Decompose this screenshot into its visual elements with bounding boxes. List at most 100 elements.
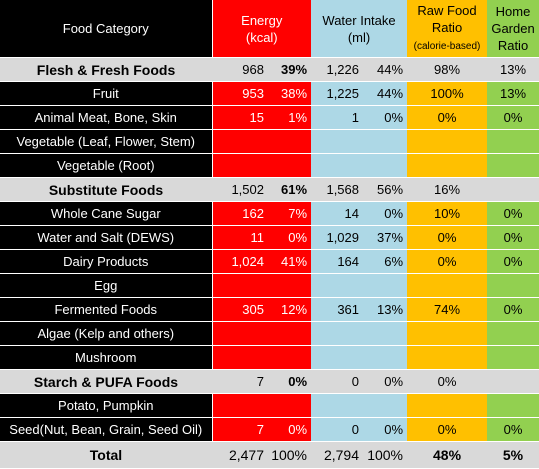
water-percent-cell: 13% — [363, 297, 408, 322]
category-cell: Substitute Foods — [0, 177, 212, 202]
water-value-cell: 14 — [311, 201, 364, 226]
table-row: Dairy Products 1,024 41% 164 6% 0% 0% — [0, 249, 539, 274]
water-value-cell: 1,568 — [311, 177, 364, 202]
energy-value-cell: 11 — [212, 225, 268, 250]
home-garden-ratio-cell — [487, 321, 539, 346]
water-value-cell — [311, 345, 364, 370]
raw-food-ratio-cell: 74% — [407, 297, 488, 322]
water-value-cell — [311, 273, 364, 298]
raw-food-ratio-cell: 0% — [407, 417, 488, 442]
home-garden-ratio-cell — [487, 393, 539, 418]
table-row: Water and Salt (DEWS) 11 0% 1,029 37% 0% 0% — [0, 225, 539, 250]
water-percent-cell: 37% — [363, 225, 408, 250]
water-percent-cell — [363, 345, 408, 370]
water-value-cell — [311, 153, 364, 178]
water-percent-cell — [363, 153, 408, 178]
energy-percent-cell: 100% — [268, 441, 312, 469]
header-raw-line1: Raw Food — [417, 3, 477, 18]
table-row: Vegetable (Root) — [0, 153, 539, 178]
header-water-unit: (ml) — [347, 29, 371, 45]
table-row: Whole Cane Sugar 162 7% 14 0% 10% 0% — [0, 201, 539, 226]
home-garden-ratio-cell — [487, 345, 539, 370]
water-value-cell: 0 — [311, 369, 364, 394]
energy-value-cell — [212, 129, 268, 154]
category-cell: Flesh & Fresh Foods — [0, 57, 212, 82]
home-garden-ratio-cell: 0% — [487, 105, 539, 130]
home-garden-ratio-cell: 0% — [487, 225, 539, 250]
energy-value-cell — [212, 273, 268, 298]
energy-percent-cell — [268, 129, 312, 154]
energy-percent-cell: 38% — [268, 81, 312, 106]
water-percent-cell: 0% — [363, 201, 408, 226]
energy-percent-cell: 0% — [268, 417, 312, 442]
energy-percent-cell: 41% — [268, 249, 312, 274]
table-body: Flesh & Fresh Foods 968 39% 1,226 44% 98% 13% F… — [0, 57, 539, 469]
raw-food-ratio-cell — [407, 345, 488, 370]
energy-percent-cell: 0% — [268, 369, 312, 394]
raw-food-ratio-cell: 48% — [407, 441, 488, 469]
water-percent-cell — [363, 273, 408, 298]
header-garden-line3: Ratio — [497, 38, 529, 53]
raw-food-ratio-cell: 16% — [407, 177, 488, 202]
category-cell: Dairy Products — [0, 249, 213, 274]
water-percent-cell — [363, 393, 408, 418]
home-garden-ratio-cell: 0% — [487, 249, 539, 274]
energy-percent-cell: 12% — [268, 297, 312, 322]
water-value-cell: 164 — [311, 249, 364, 274]
category-cell: Vegetable (Leaf, Flower, Stem) — [0, 129, 213, 154]
category-cell: Seed(Nut, Bean, Grain, Seed Oil) — [0, 417, 213, 442]
raw-food-ratio-cell — [407, 393, 488, 418]
water-value-cell: 2,794 — [311, 441, 364, 469]
raw-food-ratio-cell — [407, 273, 488, 298]
water-percent-cell — [363, 129, 408, 154]
category-cell: Starch & PUFA Foods — [0, 369, 212, 394]
header-energy-unit: (kcal) — [245, 29, 278, 45]
energy-percent-cell: 7% — [268, 201, 312, 226]
table-row: Vegetable (Leaf, Flower, Stem) — [0, 129, 539, 154]
header-food-category: Food Category — [0, 0, 213, 58]
header-raw-line2: Ratio — [431, 20, 463, 35]
energy-percent-cell: 0% — [268, 225, 312, 250]
header-raw-food-ratio: Raw Food Ratio (calorie-based) — [407, 0, 488, 58]
raw-food-ratio-cell — [407, 153, 488, 178]
header-water-label: Water Intake — [322, 12, 396, 28]
energy-value-cell: 1,024 — [212, 249, 268, 274]
energy-percent-cell — [268, 345, 312, 370]
section-row: Starch & PUFA Foods 7 0% 0 0% 0% — [0, 369, 539, 394]
home-garden-ratio-cell: 0% — [487, 297, 539, 322]
header-raw-line3: (calorie-based) — [413, 41, 481, 52]
energy-value-cell: 7 — [212, 417, 268, 442]
category-cell: Whole Cane Sugar — [0, 201, 213, 226]
raw-food-ratio-cell — [407, 321, 488, 346]
category-cell: Total — [0, 441, 212, 469]
water-percent-cell: 0% — [363, 105, 408, 130]
category-cell: Animal Meat, Bone, Skin — [0, 105, 213, 130]
water-value-cell: 1,226 — [311, 57, 364, 82]
table-row: Seed(Nut, Bean, Grain, Seed Oil) 7 0% 0 0% 0%… — [0, 417, 539, 442]
energy-percent-cell — [268, 393, 312, 418]
table-row: Algae (Kelp and others) — [0, 321, 539, 346]
home-garden-ratio-cell — [487, 177, 539, 202]
energy-percent-cell: 39% — [268, 57, 312, 82]
water-value-cell — [311, 129, 364, 154]
water-value-cell: 0 — [311, 417, 364, 442]
water-value-cell: 1 — [311, 105, 364, 130]
category-cell: Vegetable (Root) — [0, 153, 213, 178]
water-percent-cell: 6% — [363, 249, 408, 274]
raw-food-ratio-cell: 98% — [407, 57, 488, 82]
home-garden-ratio-cell: 5% — [487, 441, 539, 469]
table-row: Fermented Foods 305 12% 361 13% 74% 0% — [0, 297, 539, 322]
header-garden-line2: Garden — [491, 21, 535, 36]
energy-percent-cell: 61% — [268, 177, 312, 202]
total-row: Total 2,477 100% 2,794 100% 48% 5% — [0, 441, 539, 469]
header-energy-label: Energy — [241, 12, 283, 28]
water-value-cell: 1,225 — [311, 81, 364, 106]
category-cell: Potato, Pumpkin — [0, 393, 213, 418]
table-row: Potato, Pumpkin — [0, 393, 539, 418]
energy-percent-cell — [268, 273, 312, 298]
water-percent-cell: 100% — [363, 441, 408, 469]
water-value-cell: 1,029 — [311, 225, 364, 250]
home-garden-ratio-cell — [487, 129, 539, 154]
header-water: Water Intake (ml) — [311, 0, 408, 58]
table-row: Mushroom — [0, 345, 539, 370]
